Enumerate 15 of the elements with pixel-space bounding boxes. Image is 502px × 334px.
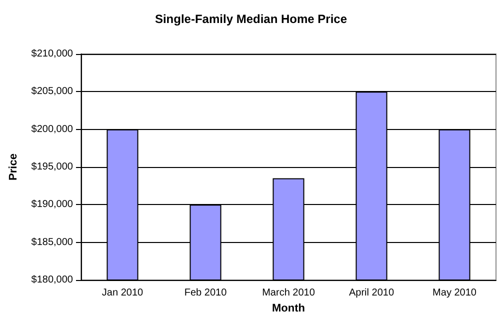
x-tick-label: March 2010: [262, 288, 316, 298]
y-tick-label: $210,000: [31, 48, 74, 60]
x-tick-label: Feb 2010: [184, 288, 228, 298]
y-axis-title: Price: [8, 154, 20, 180]
y-tick-label: $195,000: [31, 162, 74, 172]
x-tick-label: May 2010: [432, 288, 477, 298]
x-tick-label: Jan 2010: [102, 288, 144, 298]
chart-title: Single-Family Median Home Price: [154, 12, 348, 26]
y-tick-label: $205,000: [31, 86, 74, 98]
y-tick-label: $180,000: [31, 274, 74, 286]
y-tick-label: $200,000: [31, 124, 74, 135]
y-tick-label: $185,000: [31, 236, 74, 248]
x-tick-label: April 2010: [348, 288, 394, 298]
y-tick-label: $190,000: [31, 199, 74, 210]
x-axis-title: Month: [272, 302, 306, 314]
